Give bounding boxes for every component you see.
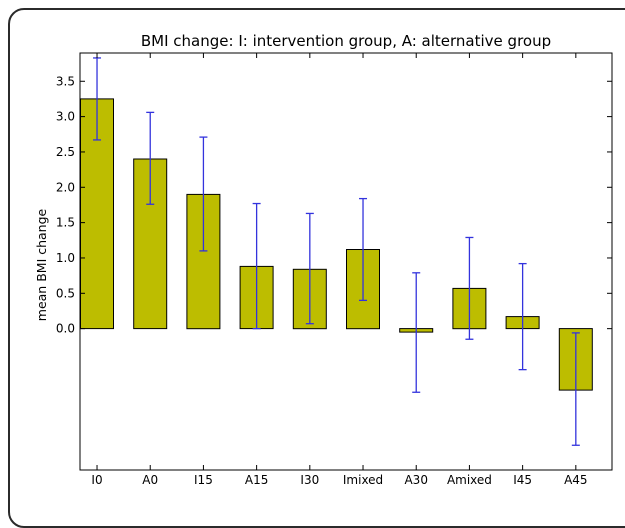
y-tick-label: 1.0 xyxy=(56,251,75,265)
error-bar-A30 xyxy=(412,272,421,393)
x-tick-label: I15 xyxy=(194,473,213,485)
y-tick-label: 2.5 xyxy=(56,145,75,159)
x-tick-label: A15 xyxy=(245,473,268,485)
error-bar-A15 xyxy=(252,202,261,330)
error-bar-A0 xyxy=(146,111,155,205)
x-tick-label: I30 xyxy=(300,473,319,485)
x-tick-label: I45 xyxy=(513,473,532,485)
y-tick-label: 3.0 xyxy=(56,110,75,124)
y-axis-label: mean BMI change xyxy=(34,208,49,321)
error-bar-I30 xyxy=(305,212,314,325)
x-tick-label: A30 xyxy=(404,473,427,485)
error-bar-Amixed xyxy=(465,236,474,340)
x-tick-label: A0 xyxy=(142,473,158,485)
x-tick-label: Imixed xyxy=(343,473,383,485)
x-tick-label: Amixed xyxy=(447,473,492,485)
error-bar-I45 xyxy=(518,262,527,371)
y-tick-label: 0.5 xyxy=(56,286,75,300)
error-bar-I15 xyxy=(199,136,208,252)
y-tick-label: 2.0 xyxy=(56,180,75,194)
x-tick-label: I0 xyxy=(91,473,102,485)
chart-title: BMI change: I: intervention group, A: al… xyxy=(141,32,551,50)
error-bar-A45 xyxy=(571,332,580,446)
x-tick-label: A45 xyxy=(564,473,587,485)
error-bar-Imixed xyxy=(359,197,368,302)
bar-chart: BMI change: I: intervention group, A: al… xyxy=(34,32,613,485)
y-tick-label: 3.5 xyxy=(56,74,75,88)
y-tick-label: 1.5 xyxy=(56,216,75,230)
y-tick-label: 0.0 xyxy=(56,322,75,336)
